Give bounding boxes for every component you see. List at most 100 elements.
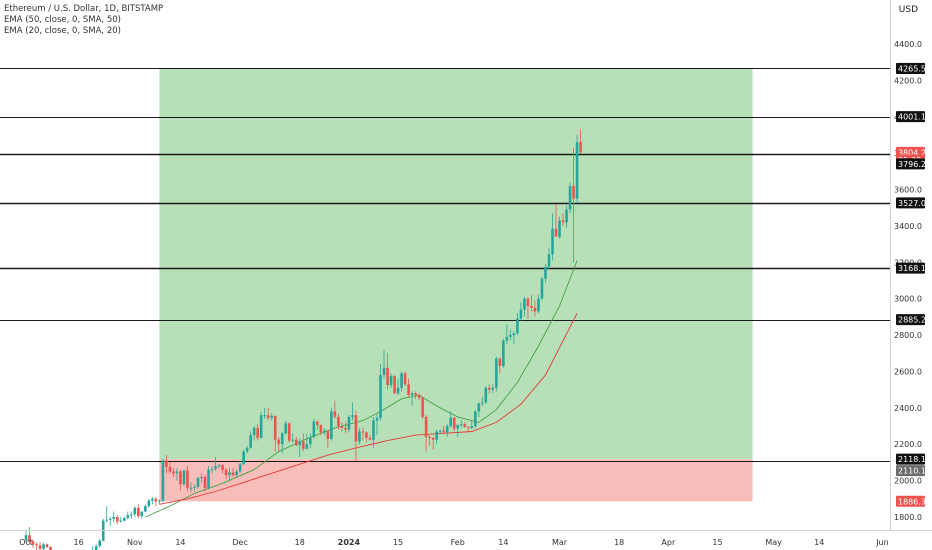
candle-body — [126, 515, 130, 518]
candle-body — [175, 471, 179, 474]
candle — [547, 247, 551, 270]
candle-body — [179, 471, 182, 485]
candle — [221, 464, 224, 474]
candle — [115, 515, 119, 525]
candle-body — [470, 426, 474, 428]
price-label: 4265.5 — [896, 62, 926, 74]
candle — [259, 411, 263, 439]
candle — [368, 435, 372, 441]
candle-body — [182, 470, 186, 485]
candle — [207, 466, 210, 490]
candle-body — [137, 507, 140, 517]
candle — [431, 436, 435, 450]
candle — [326, 429, 330, 448]
candle — [228, 467, 231, 481]
candle — [452, 416, 456, 432]
candle-body — [358, 431, 361, 442]
candle — [316, 420, 319, 430]
candle — [193, 484, 196, 492]
price-label-text: 3527.0 — [898, 199, 926, 208]
candle-body — [115, 517, 119, 522]
candle-body — [256, 427, 259, 438]
price-label-box — [896, 465, 925, 477]
candle-body — [207, 469, 210, 488]
candle — [112, 511, 116, 523]
candle-body — [270, 416, 273, 418]
candle-body — [421, 397, 424, 417]
price-label: 3168.1 — [896, 262, 926, 274]
candle — [94, 544, 98, 550]
price-tick-label: 2600.0 — [894, 367, 922, 376]
candle — [491, 384, 495, 394]
candle — [200, 473, 203, 483]
candle-body — [263, 415, 266, 417]
candle — [270, 413, 273, 421]
candle — [354, 410, 358, 461]
candle — [330, 407, 333, 441]
candle — [137, 504, 140, 518]
price-label-box — [896, 197, 925, 209]
candle — [512, 331, 516, 345]
candle — [403, 371, 407, 387]
candle-body — [165, 460, 168, 467]
candle-body — [94, 546, 98, 550]
candle — [186, 466, 189, 492]
candle — [256, 424, 259, 441]
candle — [133, 506, 137, 517]
candle-body — [186, 470, 189, 488]
candle-body — [130, 514, 133, 516]
candle-body — [144, 506, 147, 512]
candle — [35, 542, 38, 550]
price-label: 3527.0 — [896, 197, 926, 209]
time-tick-label: 15 — [712, 538, 722, 547]
price-label-text: 1886.3 — [898, 497, 926, 506]
candle-body — [473, 411, 477, 427]
symbol-title: Ethereum / U.S. Dollar, 1D, BITSTAMP — [4, 4, 164, 14]
candle — [579, 129, 582, 154]
candle — [231, 467, 235, 477]
candle-body — [45, 544, 49, 548]
candle-body — [259, 415, 263, 438]
price-tick-label: 2000.0 — [894, 477, 922, 486]
time-tick-label: 14 — [175, 538, 185, 547]
candle-body — [523, 298, 526, 310]
candle — [565, 205, 568, 228]
candle-body — [224, 469, 228, 476]
price-label-box — [896, 495, 925, 507]
candle-body — [481, 402, 484, 404]
candle — [144, 504, 147, 513]
candle-body — [172, 471, 175, 474]
candle — [224, 467, 228, 479]
candle — [245, 446, 249, 454]
candle — [45, 543, 49, 548]
candle-body — [400, 373, 403, 388]
price-label: 1886.3 — [896, 495, 926, 507]
candle-body — [533, 307, 537, 312]
price-label: 3796.2 — [896, 158, 926, 170]
candle — [477, 402, 481, 417]
time-tick-label: Nov — [127, 538, 143, 547]
price-label-box — [896, 262, 925, 274]
candle — [544, 264, 547, 283]
candle-body — [301, 441, 305, 449]
candle-body — [442, 430, 445, 433]
candle-body — [203, 476, 207, 488]
candle — [488, 384, 491, 394]
candle-body — [344, 427, 347, 430]
candle-body — [24, 535, 28, 541]
candle — [98, 538, 102, 548]
candle — [280, 431, 284, 454]
candle-body — [509, 335, 512, 337]
candle — [575, 134, 579, 204]
candle-body — [456, 425, 460, 429]
candle — [130, 511, 133, 519]
candle — [92, 546, 94, 550]
candle — [337, 413, 340, 430]
candle — [165, 455, 168, 474]
candle — [189, 482, 193, 493]
candle-body — [382, 367, 386, 376]
candle-body — [445, 426, 449, 433]
candle — [459, 420, 463, 428]
currency-label[interactable]: USD — [898, 5, 918, 15]
